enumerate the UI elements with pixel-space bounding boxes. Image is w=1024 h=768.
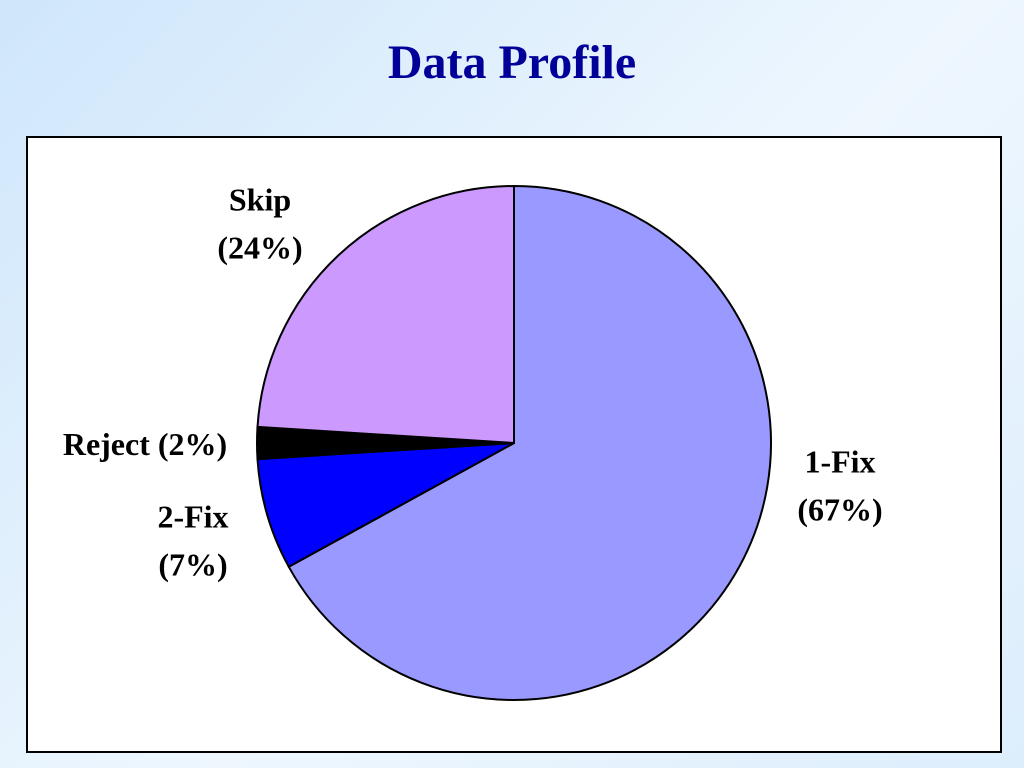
slice-label: Reject (2%) — [63, 426, 227, 462]
chart-title: Data Profile — [388, 36, 636, 89]
pie-slice — [256, 442, 515, 569]
pie-slice — [256, 184, 515, 445]
slice-value-label: (67%) — [797, 491, 882, 527]
pie-slice — [287, 184, 772, 701]
slice-name: Skip — [229, 181, 291, 217]
slice-name: Reject — [63, 426, 150, 462]
slice-name: 2-Fix — [157, 498, 228, 534]
slice-value-label: (24%) — [217, 229, 302, 265]
slice-value-label: (7%) — [158, 546, 227, 582]
slice-value-label: (2%) — [158, 426, 227, 462]
slice-name: 1-Fix — [804, 443, 875, 479]
